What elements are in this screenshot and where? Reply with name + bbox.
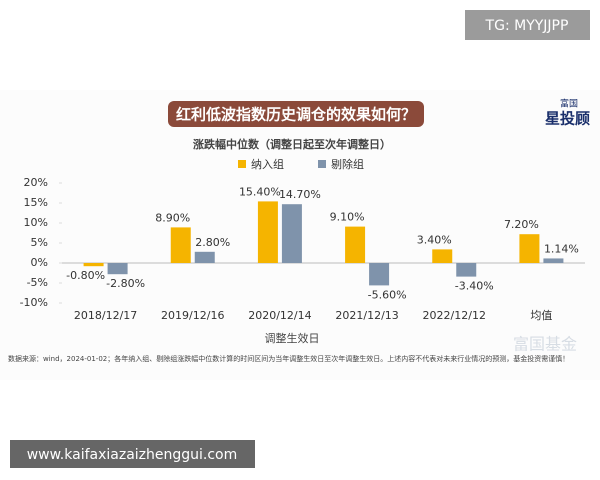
logo-brand: 富国 <box>560 98 578 110</box>
bar <box>257 201 278 263</box>
bar <box>83 263 104 267</box>
value-label: -2.80% <box>106 277 145 290</box>
y-tick-label: -5% <box>27 276 48 289</box>
x-tick-label: 均值 <box>530 309 552 322</box>
chart-subtitle: 涨跌幅中位数（调整日起至次年调整日） <box>193 137 391 151</box>
bar <box>281 204 302 263</box>
overlay-tag: TG: MYYJJPP <box>485 18 569 34</box>
value-label: 15.40% <box>239 185 281 198</box>
y-tick-label: 15% <box>24 196 48 209</box>
value-label: -5.60% <box>368 288 407 301</box>
value-label: 8.90% <box>155 211 190 224</box>
website: www.kaifaxiazaizhenggui.com <box>27 447 238 463</box>
value-label: 14.70% <box>279 188 321 201</box>
value-label: -0.80% <box>66 269 105 282</box>
y-tick-label: 5% <box>31 236 48 249</box>
value-label: 9.10% <box>330 211 365 224</box>
value-label: -3.40% <box>455 280 494 293</box>
value-label: 7.20% <box>504 218 539 231</box>
bar <box>456 263 477 277</box>
chart-title: 红利低波指数历史调仓的效果如何？ <box>176 106 416 124</box>
x-tick-label: 2018/12/17 <box>74 309 137 322</box>
overlay-tag-box <box>465 10 590 40</box>
x-tick-label: 2019/12/16 <box>161 309 224 322</box>
bar <box>107 263 128 275</box>
footnote-box: 数据来源：wind，2024-01-02；各年纳入组、剔除组涨跌幅中位数计算的时… <box>8 355 570 363</box>
website-box <box>10 440 255 468</box>
x-tick-label: 2020/12/14 <box>248 309 311 322</box>
y-tick-label: 20% <box>24 176 48 189</box>
bar <box>345 226 366 263</box>
x-axis-label: 调整生效日 <box>265 331 320 345</box>
bar <box>369 263 390 286</box>
value-label: 1.14% <box>544 242 579 255</box>
title-banner <box>168 101 424 127</box>
bar <box>519 234 540 263</box>
bar <box>170 227 191 263</box>
y-tick-label: 10% <box>24 216 48 229</box>
bar <box>194 251 215 263</box>
bar <box>543 258 564 263</box>
y-tick-label: -10% <box>20 296 48 309</box>
x-tick-label: 2022/12/12 <box>423 309 486 322</box>
y-tick-label: 0% <box>31 256 48 269</box>
value-label: 3.40% <box>417 233 452 246</box>
watermark: 富国基金 <box>513 335 577 354</box>
legend-swatch <box>318 160 326 168</box>
bar <box>432 249 453 263</box>
footnote: 数据来源：wind，2024-01-02；各年纳入组、剔除组涨跌幅中位数计算的时… <box>8 355 570 363</box>
logo-text: 星投顾 <box>545 110 590 128</box>
legend-label: 剔除组 <box>331 157 364 171</box>
value-label: 2.80% <box>195 236 230 249</box>
legend-label: 纳入组 <box>251 157 284 171</box>
legend-swatch <box>238 160 246 168</box>
x-tick-label: 2021/12/13 <box>335 309 398 322</box>
